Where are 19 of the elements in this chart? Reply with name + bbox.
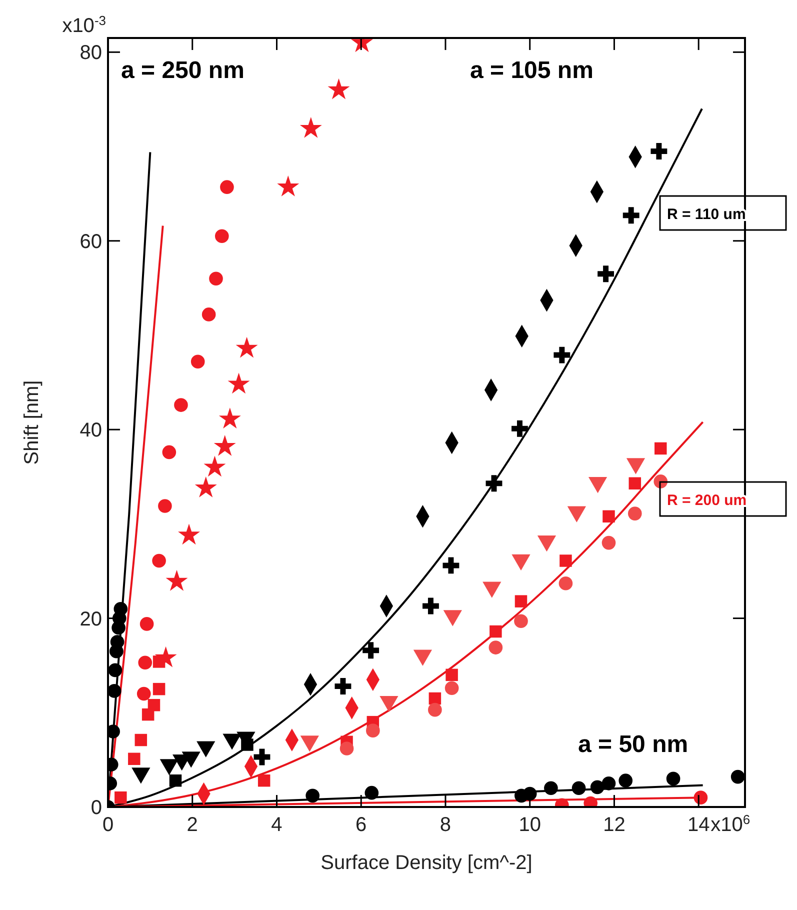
x-tick-label: 12 bbox=[603, 814, 626, 836]
y-tick-label: 20 bbox=[80, 608, 102, 630]
x-tick-label: 10 bbox=[518, 814, 541, 836]
y-tick-label: 60 bbox=[80, 230, 102, 253]
text: x10$^{-3}$ bbox=[62, 12, 106, 37]
y-tick-label: 40 bbox=[80, 420, 102, 442]
x-tick-label: 14 bbox=[687, 814, 710, 836]
annotation: a = 105 nm bbox=[470, 57, 594, 84]
text: x10$^{6}$ bbox=[710, 812, 750, 836]
annotation: a = 250 nm bbox=[121, 57, 244, 84]
y-tick-label: 80 bbox=[80, 42, 102, 64]
y-axis-title: Shift [nm] bbox=[21, 380, 43, 465]
x-tick-label: 6 bbox=[356, 814, 367, 836]
y-tick-label: 0 bbox=[90, 797, 102, 819]
x-tick-label: 8 bbox=[440, 814, 452, 836]
x-tick-label: 2 bbox=[186, 814, 198, 836]
x-tick-label: 4 bbox=[271, 814, 282, 836]
annotation: a = 50 nm bbox=[578, 731, 688, 758]
x-axis-title: Surface Density [cm^-2] bbox=[320, 852, 532, 874]
